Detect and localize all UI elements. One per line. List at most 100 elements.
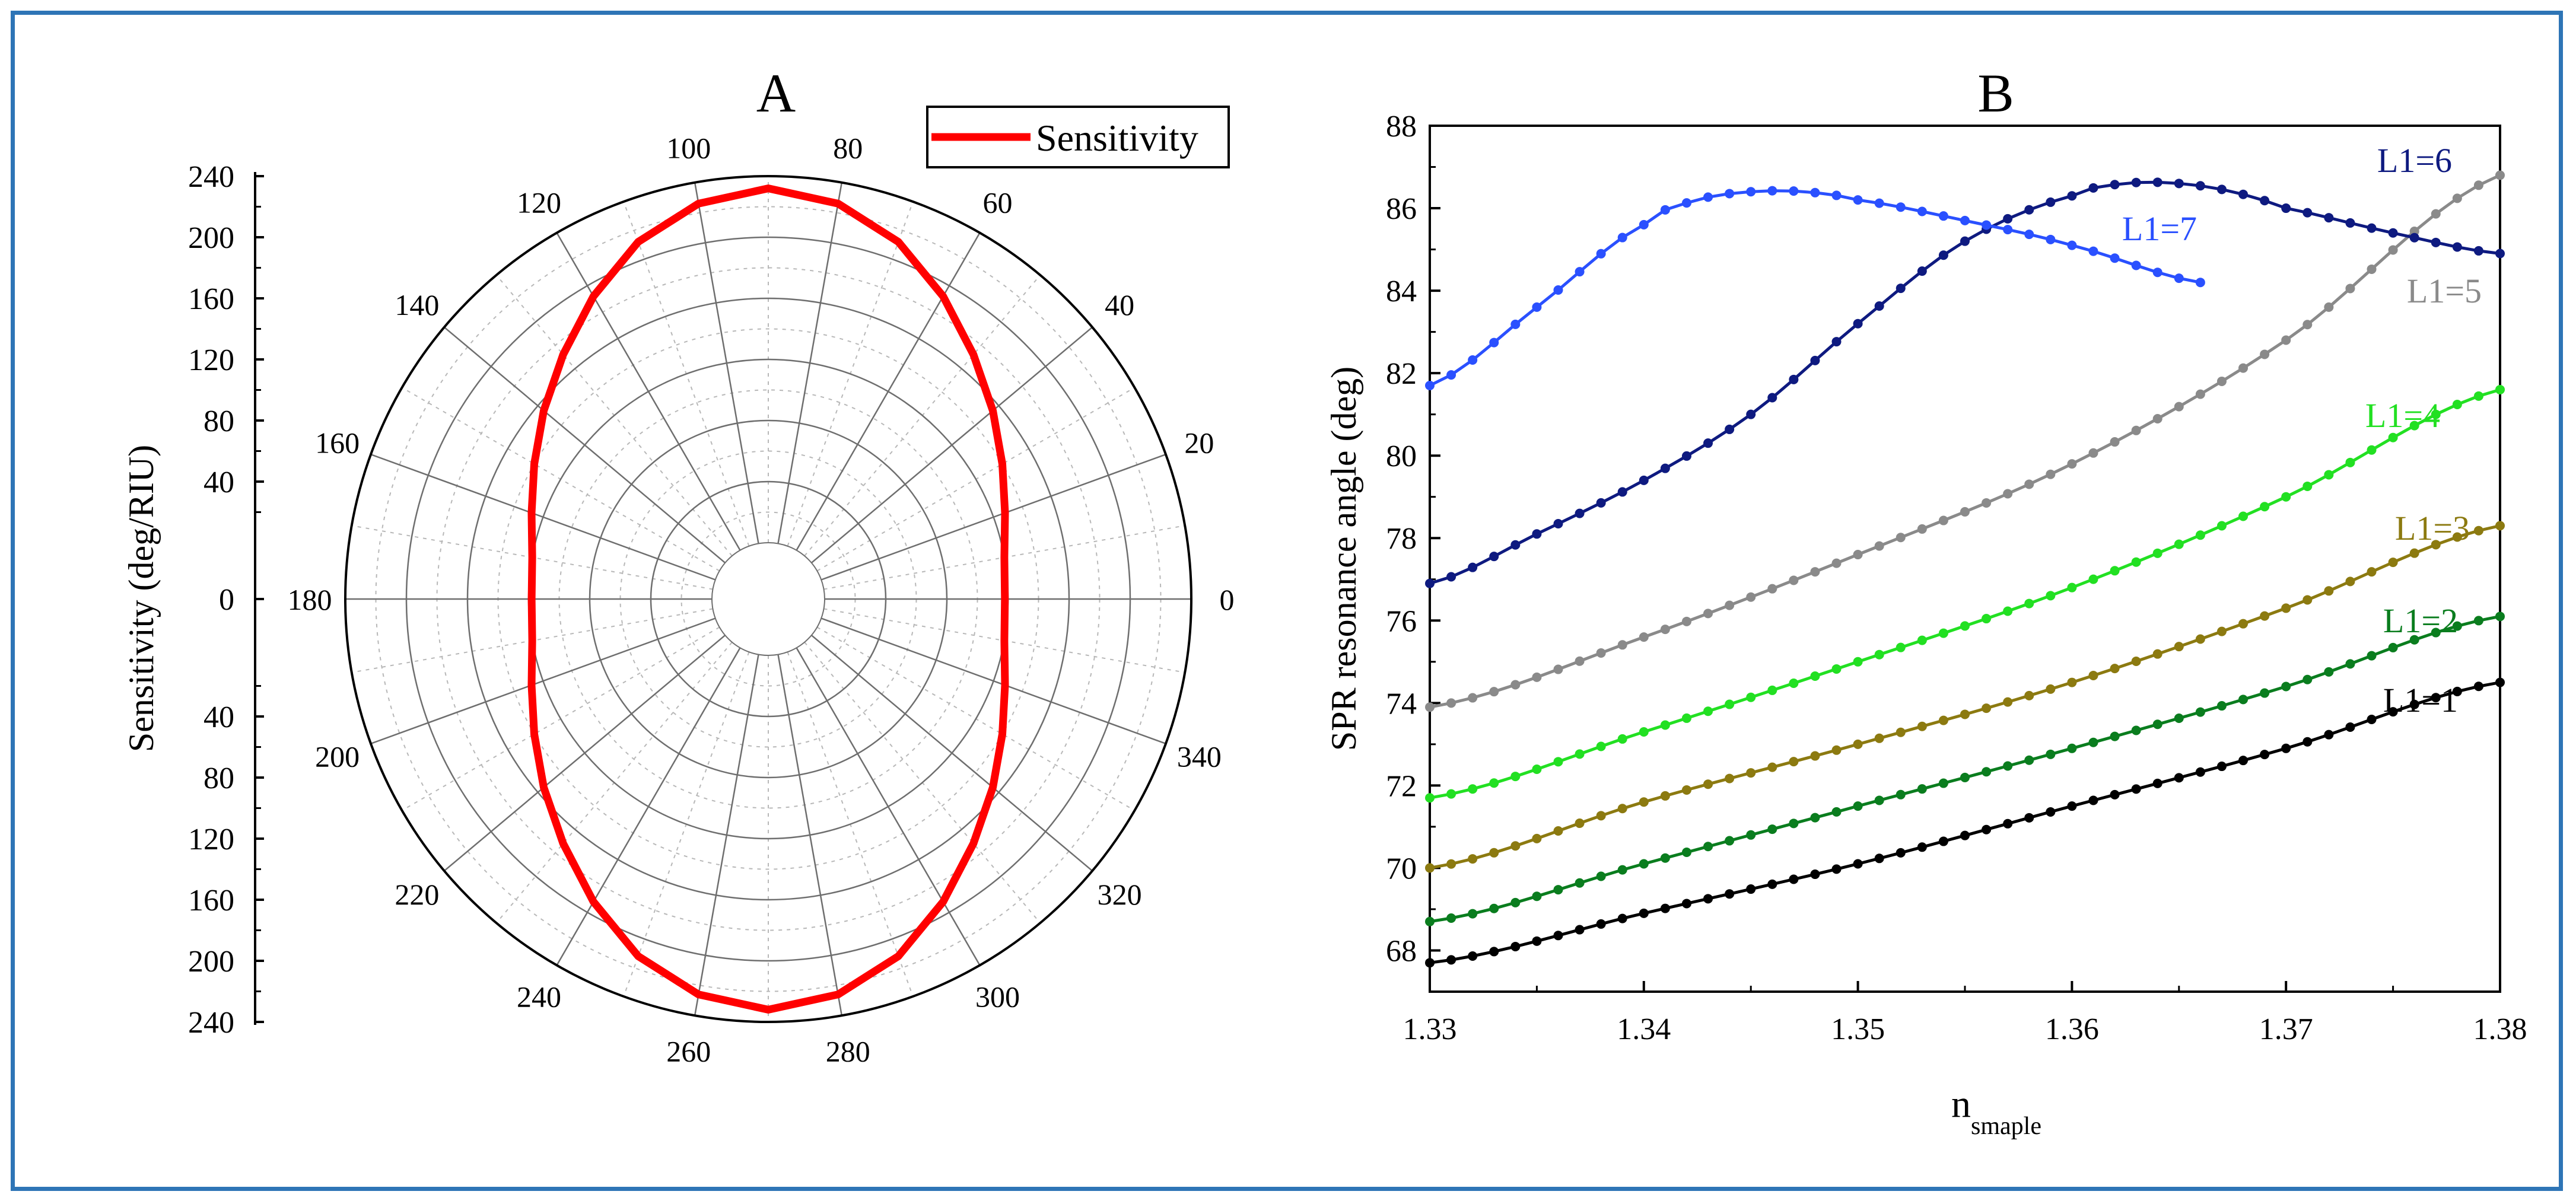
series-line bbox=[1429, 614, 2501, 923]
series-marker bbox=[2260, 349, 2270, 359]
series-marker bbox=[2388, 245, 2398, 255]
angle-tick-label: 340 bbox=[1177, 740, 1222, 773]
series-marker bbox=[2088, 737, 2098, 747]
series-marker bbox=[2195, 181, 2205, 191]
series-marker bbox=[1831, 190, 1842, 200]
series-marker bbox=[2195, 707, 2205, 717]
panel-a-ylabel: Sensitivity (deg/RIU) bbox=[122, 445, 161, 752]
series-marker bbox=[2216, 701, 2227, 711]
series-marker bbox=[2195, 530, 2205, 540]
series-marker bbox=[2431, 409, 2441, 419]
series-marker bbox=[2281, 203, 2291, 214]
series-marker bbox=[2409, 232, 2419, 243]
series-marker bbox=[1853, 318, 1863, 329]
y-tick-label: 80 bbox=[1386, 439, 1417, 473]
series-marker bbox=[1681, 848, 1691, 858]
series-marker bbox=[1960, 507, 1970, 517]
series-l1-3: L1=3 bbox=[1425, 509, 2505, 873]
series-marker bbox=[1982, 220, 1992, 230]
series-marker bbox=[2431, 237, 2441, 247]
series-marker bbox=[2216, 184, 2227, 195]
major-spoke bbox=[694, 182, 759, 544]
series-marker bbox=[1425, 381, 1435, 390]
series-marker bbox=[1746, 884, 1756, 894]
polar-series bbox=[527, 184, 1009, 1014]
series-marker bbox=[1831, 864, 1842, 874]
series-marker bbox=[2067, 801, 2077, 811]
series-marker bbox=[2088, 574, 2098, 584]
series-marker bbox=[1596, 648, 1606, 658]
series-marker bbox=[1617, 734, 1627, 744]
series-marker bbox=[2003, 214, 2013, 224]
series-marker bbox=[2367, 264, 2377, 274]
series-marker bbox=[2495, 249, 2505, 259]
series-marker bbox=[1938, 715, 1948, 725]
series-marker bbox=[2473, 525, 2483, 536]
series-marker bbox=[1532, 529, 1542, 539]
major-spoke bbox=[556, 232, 741, 551]
series-marker bbox=[1489, 687, 1499, 697]
series-marker bbox=[1681, 899, 1691, 909]
series-label: L1=5 bbox=[2407, 272, 2482, 310]
series-marker bbox=[2174, 179, 2184, 189]
series-sensitivity-curve bbox=[527, 184, 1009, 1014]
series-marker bbox=[2216, 626, 2227, 636]
series-marker bbox=[1917, 266, 1927, 276]
y-tick-label: 70 bbox=[1386, 852, 1417, 886]
series-marker bbox=[2431, 628, 2441, 638]
series-marker bbox=[2452, 686, 2462, 696]
series-label: L1=2 bbox=[2383, 601, 2458, 640]
y-tick-label: 84 bbox=[1386, 275, 1417, 308]
series-marker bbox=[2260, 750, 2270, 760]
series-marker bbox=[1810, 869, 1820, 880]
series-marker bbox=[1617, 487, 1627, 497]
series-marker bbox=[1703, 842, 1713, 852]
series-marker bbox=[1789, 374, 1799, 384]
series-marker bbox=[2345, 722, 2355, 732]
series-marker bbox=[2174, 713, 2184, 723]
series-marker bbox=[2409, 635, 2419, 645]
series-marker bbox=[2281, 492, 2291, 502]
series-marker bbox=[1425, 578, 1435, 588]
series-marker bbox=[1746, 409, 1756, 419]
series-marker bbox=[1725, 773, 1735, 783]
series-marker bbox=[1810, 813, 1820, 823]
series-marker bbox=[1596, 919, 1606, 929]
series-marker bbox=[1681, 616, 1691, 626]
series-l1-4: L1=4 bbox=[1425, 384, 2505, 803]
series-marker bbox=[1660, 853, 1670, 863]
series-marker bbox=[1896, 848, 1906, 858]
series-label: L1=6 bbox=[2377, 141, 2452, 180]
series-marker bbox=[2110, 566, 2120, 576]
series-marker bbox=[2195, 767, 2205, 777]
series-marker bbox=[2452, 621, 2462, 631]
series-marker bbox=[2473, 180, 2483, 190]
series-marker bbox=[2303, 320, 2313, 330]
angle-labels: 0 20 40 60 80 100 120 140 160 180 200 220 240 260 280 3… bbox=[288, 132, 1235, 1068]
series-marker bbox=[1853, 657, 1863, 667]
radial-axis: 240 200 160 120 80 40 0 40 80 120 160 200 240 bbox=[188, 160, 264, 1040]
series-marker bbox=[2046, 234, 2056, 244]
y-tick-label: 82 bbox=[1386, 357, 1417, 391]
series-marker bbox=[1896, 284, 1906, 294]
panel-b: B 1.33 1.34 1.35 1.36 1.37 1.38 68 70 72 74 76 78 80… bbox=[1324, 63, 2527, 1140]
series-marker bbox=[2046, 684, 2056, 694]
series-marker bbox=[2131, 656, 2141, 666]
series-marker bbox=[2003, 761, 2013, 771]
y-tick-label: 78 bbox=[1386, 522, 1417, 556]
series-marker bbox=[2067, 743, 2077, 753]
radial-tick-label: 0 bbox=[219, 583, 234, 617]
series-marker bbox=[2174, 402, 2184, 412]
major-spoke bbox=[796, 647, 981, 966]
series-marker bbox=[1639, 219, 1649, 230]
series-marker bbox=[2409, 699, 2419, 709]
series-marker bbox=[1639, 908, 1649, 918]
series-marker bbox=[1938, 628, 1948, 638]
series-marker bbox=[2473, 246, 2483, 256]
series-marker bbox=[2131, 177, 2141, 187]
panel-b-xlabel-subscript: smaple bbox=[1971, 1113, 2041, 1140]
series-marker bbox=[1767, 762, 1777, 772]
series-marker bbox=[2345, 576, 2355, 587]
series-marker bbox=[1960, 830, 1970, 840]
series-l1-7: L1=7 bbox=[1425, 186, 2205, 390]
